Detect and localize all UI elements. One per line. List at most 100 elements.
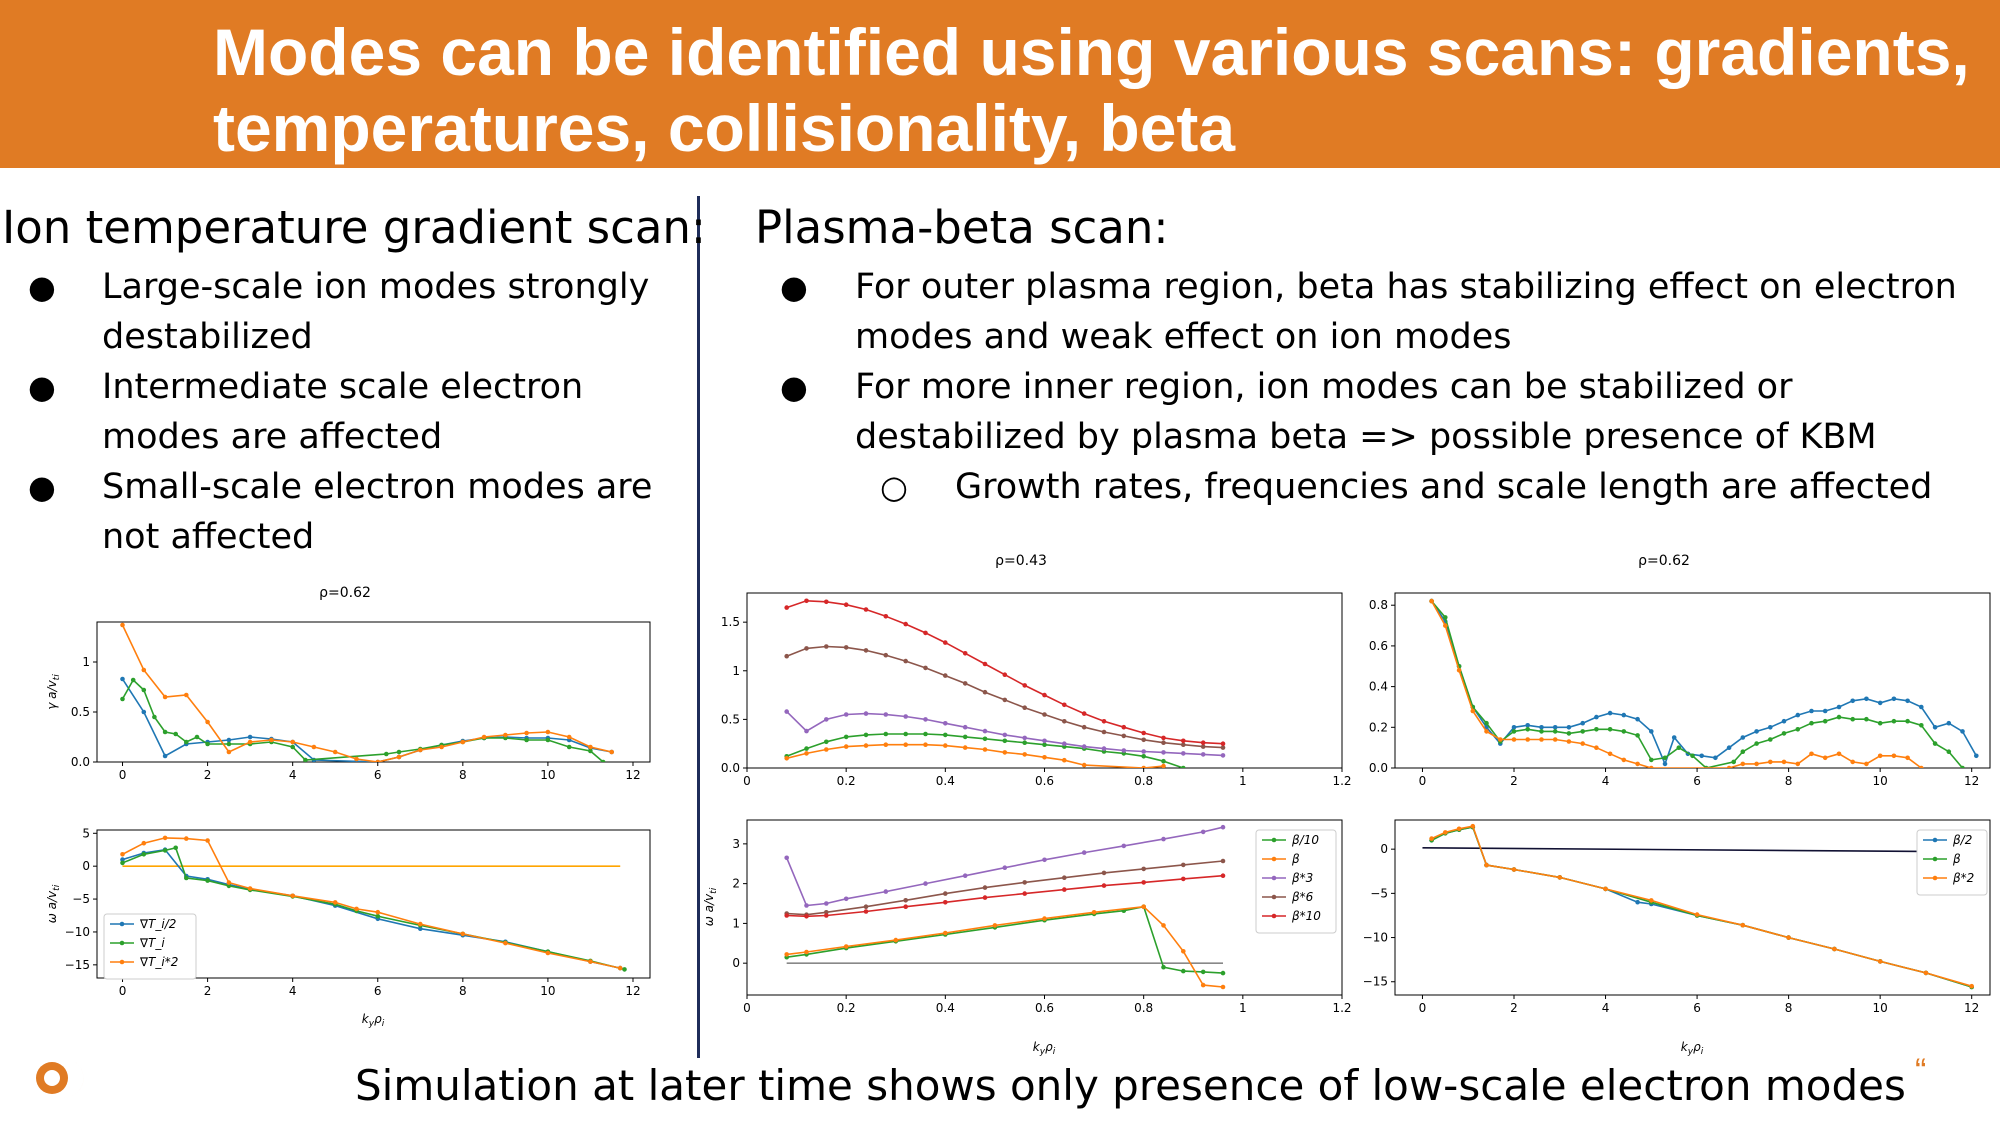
data-point <box>1580 741 1585 746</box>
data-point <box>120 622 125 628</box>
data-point <box>1484 720 1489 726</box>
data-point <box>1511 737 1517 742</box>
data-point <box>1141 880 1146 885</box>
data-point <box>992 923 998 928</box>
header-bar: Modes can be identified using various sc… <box>0 0 2000 168</box>
y-tick-label: 0.8 <box>1369 598 1388 612</box>
data-point <box>1891 718 1897 724</box>
data-point <box>903 742 908 747</box>
data-point <box>311 744 317 750</box>
data-point <box>943 640 948 645</box>
data-point <box>903 904 908 909</box>
y-tick-label: −10 <box>1363 931 1388 945</box>
data-point <box>962 724 968 730</box>
data-point <box>1022 740 1027 745</box>
legend-entry: ∇T_i/2 <box>139 917 176 931</box>
bullet-dot-icon: ● <box>780 268 808 306</box>
data-point <box>1101 729 1107 735</box>
data-point <box>173 731 178 737</box>
data-point <box>1580 729 1585 734</box>
data-point <box>588 748 593 754</box>
data-point <box>982 736 988 742</box>
legend-entry: ∇T_i*2 <box>139 955 178 969</box>
data-point <box>1062 719 1067 724</box>
y-tick-label: 0.0 <box>71 755 90 769</box>
plot-frame <box>96 621 651 763</box>
y-tick-label: 2 <box>732 877 740 891</box>
data-point <box>1781 759 1787 765</box>
data-point <box>804 646 809 651</box>
x-tick-label: 0.8 <box>1134 774 1153 788</box>
data-point <box>1603 886 1608 892</box>
x-axis-label: kyρi <box>1681 1040 1704 1057</box>
slide-title-line-2: temperatures, collisionality, beta <box>213 91 1236 165</box>
data-point <box>332 749 338 755</box>
data-point <box>354 906 359 912</box>
x-tick-label: 6 <box>374 768 382 782</box>
y-tick-label: 0.4 <box>1369 680 1388 694</box>
legend-entry: β/10 <box>1291 833 1319 847</box>
data-point <box>588 744 593 750</box>
data-point <box>1161 836 1166 842</box>
x-tick-label: 6 <box>1693 774 1701 788</box>
data-point <box>982 895 988 900</box>
data-point <box>1161 735 1166 741</box>
data-point <box>545 729 551 735</box>
data-point <box>1932 741 1938 746</box>
legend-entry: β/2 <box>1952 833 1972 847</box>
data-point <box>1740 735 1746 740</box>
data-point <box>130 677 136 683</box>
data-point <box>226 880 232 885</box>
beta-scan-chart: ρ=0.43 ρ=0.62 0 0.2 0.4 0.6 0.8 1 1.2 0.0 0.5 1 1.5 0… <box>702 553 1991 1057</box>
x-tick-label: 1 <box>1239 1001 1247 1015</box>
data-point <box>184 692 189 698</box>
x-tick-label: 0.2 <box>837 774 856 788</box>
x-tick-label: 0.4 <box>936 1001 955 1015</box>
data-point <box>1042 755 1047 760</box>
data-point <box>1731 759 1736 765</box>
data-point <box>1525 737 1530 742</box>
data-point <box>1470 708 1476 714</box>
x-tick-label: 8 <box>459 768 467 782</box>
itg-scan-chart: ρ=0.620 2 4 6 8 10 120.00.510 2 4 6 8 10 1250−5−10−1… <box>45 585 651 1029</box>
data-point <box>1429 598 1434 604</box>
series-line <box>121 624 612 762</box>
data-point <box>804 728 809 734</box>
data-point <box>784 709 789 714</box>
data-point <box>1690 753 1695 759</box>
bullet-dot-icon: ● <box>28 368 56 406</box>
data-point <box>1946 749 1952 754</box>
data-point <box>1754 741 1759 746</box>
data-point <box>1220 741 1226 746</box>
data-point <box>824 913 829 918</box>
data-point <box>205 838 210 843</box>
data-point <box>923 881 928 886</box>
data-point <box>1002 697 1008 703</box>
bullet-dot-icon: ● <box>28 468 56 506</box>
data-point <box>943 930 948 936</box>
data-point <box>120 852 125 857</box>
data-point <box>141 667 147 673</box>
x-tick-label: 8 <box>459 984 467 998</box>
x-tick-label: 12 <box>1964 774 1979 788</box>
data-point <box>1635 716 1640 722</box>
data-point <box>1768 759 1773 765</box>
data-point <box>1002 865 1008 870</box>
data-point <box>1822 755 1828 761</box>
data-point <box>1062 702 1067 708</box>
legend-entry: β*6 <box>1291 890 1314 904</box>
data-point <box>375 759 381 762</box>
data-point <box>923 717 928 722</box>
x-tick-label: 0 <box>1419 774 1427 788</box>
data-point <box>824 739 829 745</box>
y-tick-label: 0.0 <box>721 761 740 775</box>
data-point <box>1850 716 1855 722</box>
data-point <box>162 753 168 759</box>
x-tick-label: 2 <box>1510 1001 1518 1015</box>
y-axis-label-growth: γ a/vti <box>45 674 62 710</box>
left-bullet-list: ● Large-scale ion modes strongly destabil… <box>28 262 698 562</box>
y-tick-label: 1 <box>82 655 90 669</box>
chart-title: ρ=0.43 <box>995 553 1047 569</box>
data-point <box>194 734 200 740</box>
data-point <box>903 714 908 719</box>
